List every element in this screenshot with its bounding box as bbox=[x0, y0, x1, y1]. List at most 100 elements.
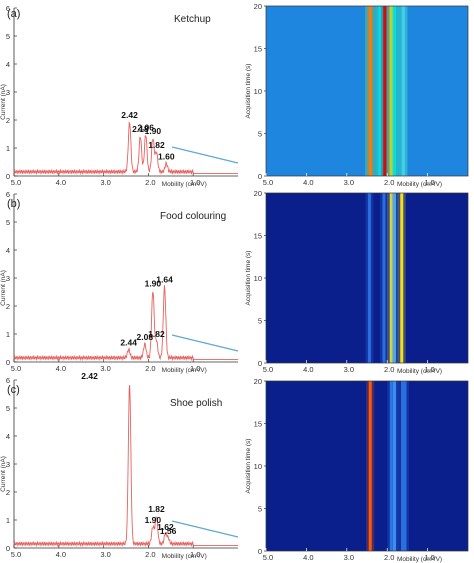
x-tick-label: 5.0 bbox=[263, 178, 273, 187]
x-tick-label: 1.0 bbox=[190, 550, 200, 559]
x-tick-label: 1.0 bbox=[190, 178, 200, 187]
y-tick-label: 5 bbox=[258, 505, 262, 514]
heatmap-band bbox=[392, 381, 396, 551]
y-tick-label: 4 bbox=[6, 60, 10, 69]
x-tick-label: 2.0 bbox=[145, 550, 155, 559]
x-axis-label: Mobility (cm²/V) bbox=[162, 553, 207, 560]
y-tick-label: 20 bbox=[254, 2, 262, 11]
y-tick-label: 0 bbox=[6, 544, 10, 553]
y-tick-label: 20 bbox=[254, 377, 262, 386]
y-axis-label: Current (nA) bbox=[0, 84, 7, 120]
y-tick-label: 5 bbox=[6, 404, 10, 413]
y-tick-label: 15 bbox=[254, 45, 262, 54]
y-tick-label: 10 bbox=[254, 274, 262, 283]
y-tick-label: 15 bbox=[254, 420, 262, 429]
x-tick-label: 1.0 bbox=[424, 553, 434, 562]
peak-label: 1.64 bbox=[156, 274, 173, 284]
x-tick-label: 4.0 bbox=[303, 365, 313, 374]
heatmap-band bbox=[389, 6, 393, 176]
x-tick-label: 5.0 bbox=[11, 550, 21, 559]
reference-line bbox=[171, 520, 239, 538]
heatmap-band bbox=[382, 193, 386, 363]
y-tick-label: 1 bbox=[6, 330, 10, 339]
y-axis-label: Acquisition time (s) bbox=[245, 64, 252, 119]
peak-label: 1.62 bbox=[157, 522, 174, 532]
y-tick-label: 2 bbox=[6, 116, 10, 125]
peak-label: 2.44 bbox=[120, 337, 137, 347]
y-axis-label: Acquisition time (s) bbox=[245, 439, 252, 494]
y-tick-label: 4 bbox=[6, 246, 10, 255]
heatmap-band bbox=[367, 193, 371, 363]
y-tick-label: 3 bbox=[6, 88, 10, 97]
x-tick-label: 2.0 bbox=[145, 364, 155, 373]
x-tick-label: 3.0 bbox=[100, 178, 110, 187]
panel-b-title: Food colouring bbox=[160, 211, 226, 222]
x-tick-label: 4.0 bbox=[56, 178, 66, 187]
y-tick-label: 5 bbox=[258, 130, 262, 139]
y-tick-label: 1 bbox=[6, 516, 10, 525]
y-tick-label: 0 bbox=[6, 172, 10, 181]
y-tick-label: 6 bbox=[6, 190, 10, 199]
heatmap-band bbox=[392, 6, 396, 176]
y-tick-label: 4 bbox=[6, 432, 10, 441]
x-tick-label: 3.0 bbox=[100, 364, 110, 373]
x-axis-label: Mobility (cm²/V) bbox=[397, 556, 442, 563]
x-tick-label: 1.0 bbox=[190, 364, 200, 373]
heatmap-background bbox=[266, 381, 468, 551]
heatmap-band bbox=[368, 6, 372, 176]
y-tick-label: 5 bbox=[6, 218, 10, 227]
x-tick-label: 1.0 bbox=[424, 365, 434, 374]
y-tick-label: 6 bbox=[6, 376, 10, 385]
x-tick-label: 4.0 bbox=[303, 553, 313, 562]
heatmap-band bbox=[389, 193, 393, 363]
peak-label: 1.82 bbox=[148, 329, 165, 339]
y-tick-label: 3 bbox=[6, 274, 10, 283]
y-tick-label: 5 bbox=[258, 317, 262, 326]
reference-line bbox=[171, 146, 239, 164]
peak-label: 1.82 bbox=[148, 504, 165, 514]
peak-label: 2.18 bbox=[132, 124, 149, 134]
panel-a-title: Ketchup bbox=[174, 14, 211, 25]
heatmap-band bbox=[392, 193, 396, 363]
y-tick-label: 2 bbox=[6, 302, 10, 311]
x-tick-label: 4.0 bbox=[56, 550, 66, 559]
x-tick-label: 2.0 bbox=[384, 178, 394, 187]
y-tick-label: 0 bbox=[258, 547, 262, 556]
x-axis-label: Mobility (cm²/V) bbox=[397, 181, 442, 188]
peak-label: 2.08 bbox=[137, 332, 154, 342]
x-tick-label: 5.0 bbox=[11, 364, 21, 373]
x-tick-label: 5.0 bbox=[11, 178, 21, 187]
x-tick-label: 2.0 bbox=[384, 553, 394, 562]
peak-label: 1.90 bbox=[145, 126, 162, 136]
y-axis-label: Acquisition time (s) bbox=[245, 251, 252, 306]
x-tick-label: 3.0 bbox=[344, 365, 354, 374]
x-axis-label: Mobility (cm²/V) bbox=[397, 368, 442, 375]
spectrum-line bbox=[13, 385, 238, 548]
y-tick-label: 1 bbox=[6, 144, 10, 153]
reference-line bbox=[171, 334, 239, 352]
heatmap-band bbox=[368, 381, 372, 551]
y-tick-label: 10 bbox=[254, 462, 262, 471]
y-axis-label: Current (nA) bbox=[0, 456, 7, 492]
y-tick-label: 10 bbox=[254, 87, 262, 96]
x-tick-label: 4.0 bbox=[303, 178, 313, 187]
heatmap-band bbox=[383, 6, 387, 176]
peak-label: 2.42 bbox=[81, 371, 98, 381]
heatmap-background bbox=[266, 193, 468, 363]
y-tick-label: 5 bbox=[6, 32, 10, 41]
panel-c-title: Shoe polish bbox=[170, 398, 222, 409]
y-tick-label: 20 bbox=[254, 189, 262, 198]
heatmap-band bbox=[400, 193, 404, 363]
x-tick-label: 3.0 bbox=[100, 550, 110, 559]
y-tick-label: 0 bbox=[258, 172, 262, 181]
spectrum-line bbox=[13, 121, 238, 176]
x-tick-label: 3.0 bbox=[344, 553, 354, 562]
peak-label: 1.56 bbox=[160, 526, 177, 536]
spectrum-line bbox=[13, 285, 238, 362]
